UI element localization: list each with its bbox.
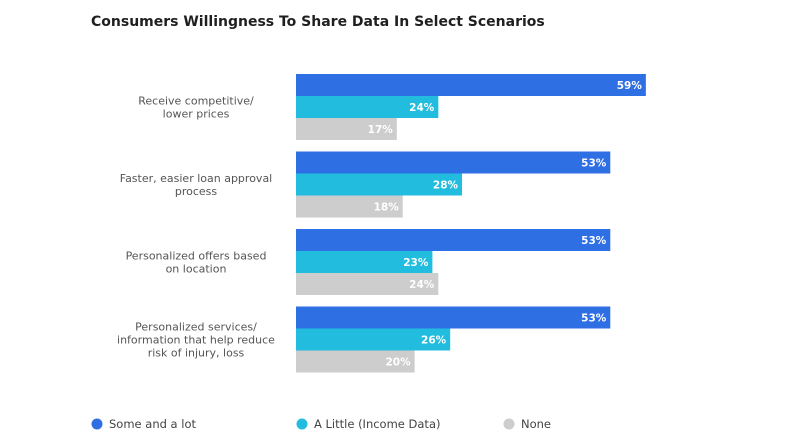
bar-none-3 bbox=[296, 350, 415, 373]
bars: 59% 24% 17% 53% 28% 18% 53% 23% 24% 53% 26% 20% bbox=[296, 74, 646, 373]
bar-some-and-a-lot-1 bbox=[296, 151, 611, 174]
category-label: process bbox=[175, 185, 218, 198]
category-label: Personalized offers based bbox=[126, 250, 267, 263]
category-label: on location bbox=[166, 263, 227, 276]
bar-value-label: 53% bbox=[581, 158, 607, 170]
legend: Some and a lot A Little (Income Data) None bbox=[91, 417, 551, 431]
bar-some-and-a-lot-2 bbox=[296, 229, 611, 251]
category-label: information that help reduce bbox=[117, 334, 275, 347]
bar-value-label: 24% bbox=[409, 279, 435, 291]
bar-value-label: 24% bbox=[409, 102, 435, 114]
bar-none-0 bbox=[296, 118, 397, 140]
bar-none-1 bbox=[296, 195, 403, 218]
bar-some-and-a-lot-3 bbox=[296, 306, 611, 329]
bar-value-label: 28% bbox=[433, 180, 459, 192]
bar-none-2 bbox=[296, 273, 439, 295]
bar-value-label: 53% bbox=[581, 313, 607, 325]
category-label: Faster, easier loan approval bbox=[120, 172, 273, 185]
bar-a-little-income-data--0 bbox=[296, 96, 439, 118]
bar-value-label: 26% bbox=[421, 335, 447, 347]
bar-value-label: 59% bbox=[617, 80, 643, 92]
legend-label: A Little (Income Data) bbox=[314, 417, 440, 431]
bar-a-little-income-data--1 bbox=[296, 173, 463, 196]
category-label: risk of injury, loss bbox=[148, 347, 245, 360]
bar-value-label: 23% bbox=[403, 257, 429, 269]
bar-value-label: 18% bbox=[374, 202, 400, 214]
category-labels: Receive competitive/lower prices Faster, … bbox=[117, 95, 275, 360]
bar-value-label: 17% bbox=[368, 124, 394, 136]
bar-some-and-a-lot-0 bbox=[296, 74, 646, 96]
bar-a-little-income-data--2 bbox=[296, 251, 433, 273]
legend-marker bbox=[91, 418, 103, 430]
legend-label: Some and a lot bbox=[109, 417, 196, 431]
legend-marker bbox=[503, 418, 515, 430]
category-label: Personalized services/ bbox=[135, 321, 257, 334]
bar-a-little-income-data--3 bbox=[296, 328, 451, 351]
bar-value-label: 20% bbox=[385, 357, 411, 369]
legend-marker bbox=[296, 418, 308, 430]
chart-title: Consumers Willingness To Share Data In S… bbox=[91, 14, 545, 30]
bar-value-label: 53% bbox=[581, 235, 607, 247]
legend-label: None bbox=[521, 417, 551, 431]
category-label: lower prices bbox=[163, 108, 230, 121]
category-label: Receive competitive/ bbox=[138, 95, 254, 108]
